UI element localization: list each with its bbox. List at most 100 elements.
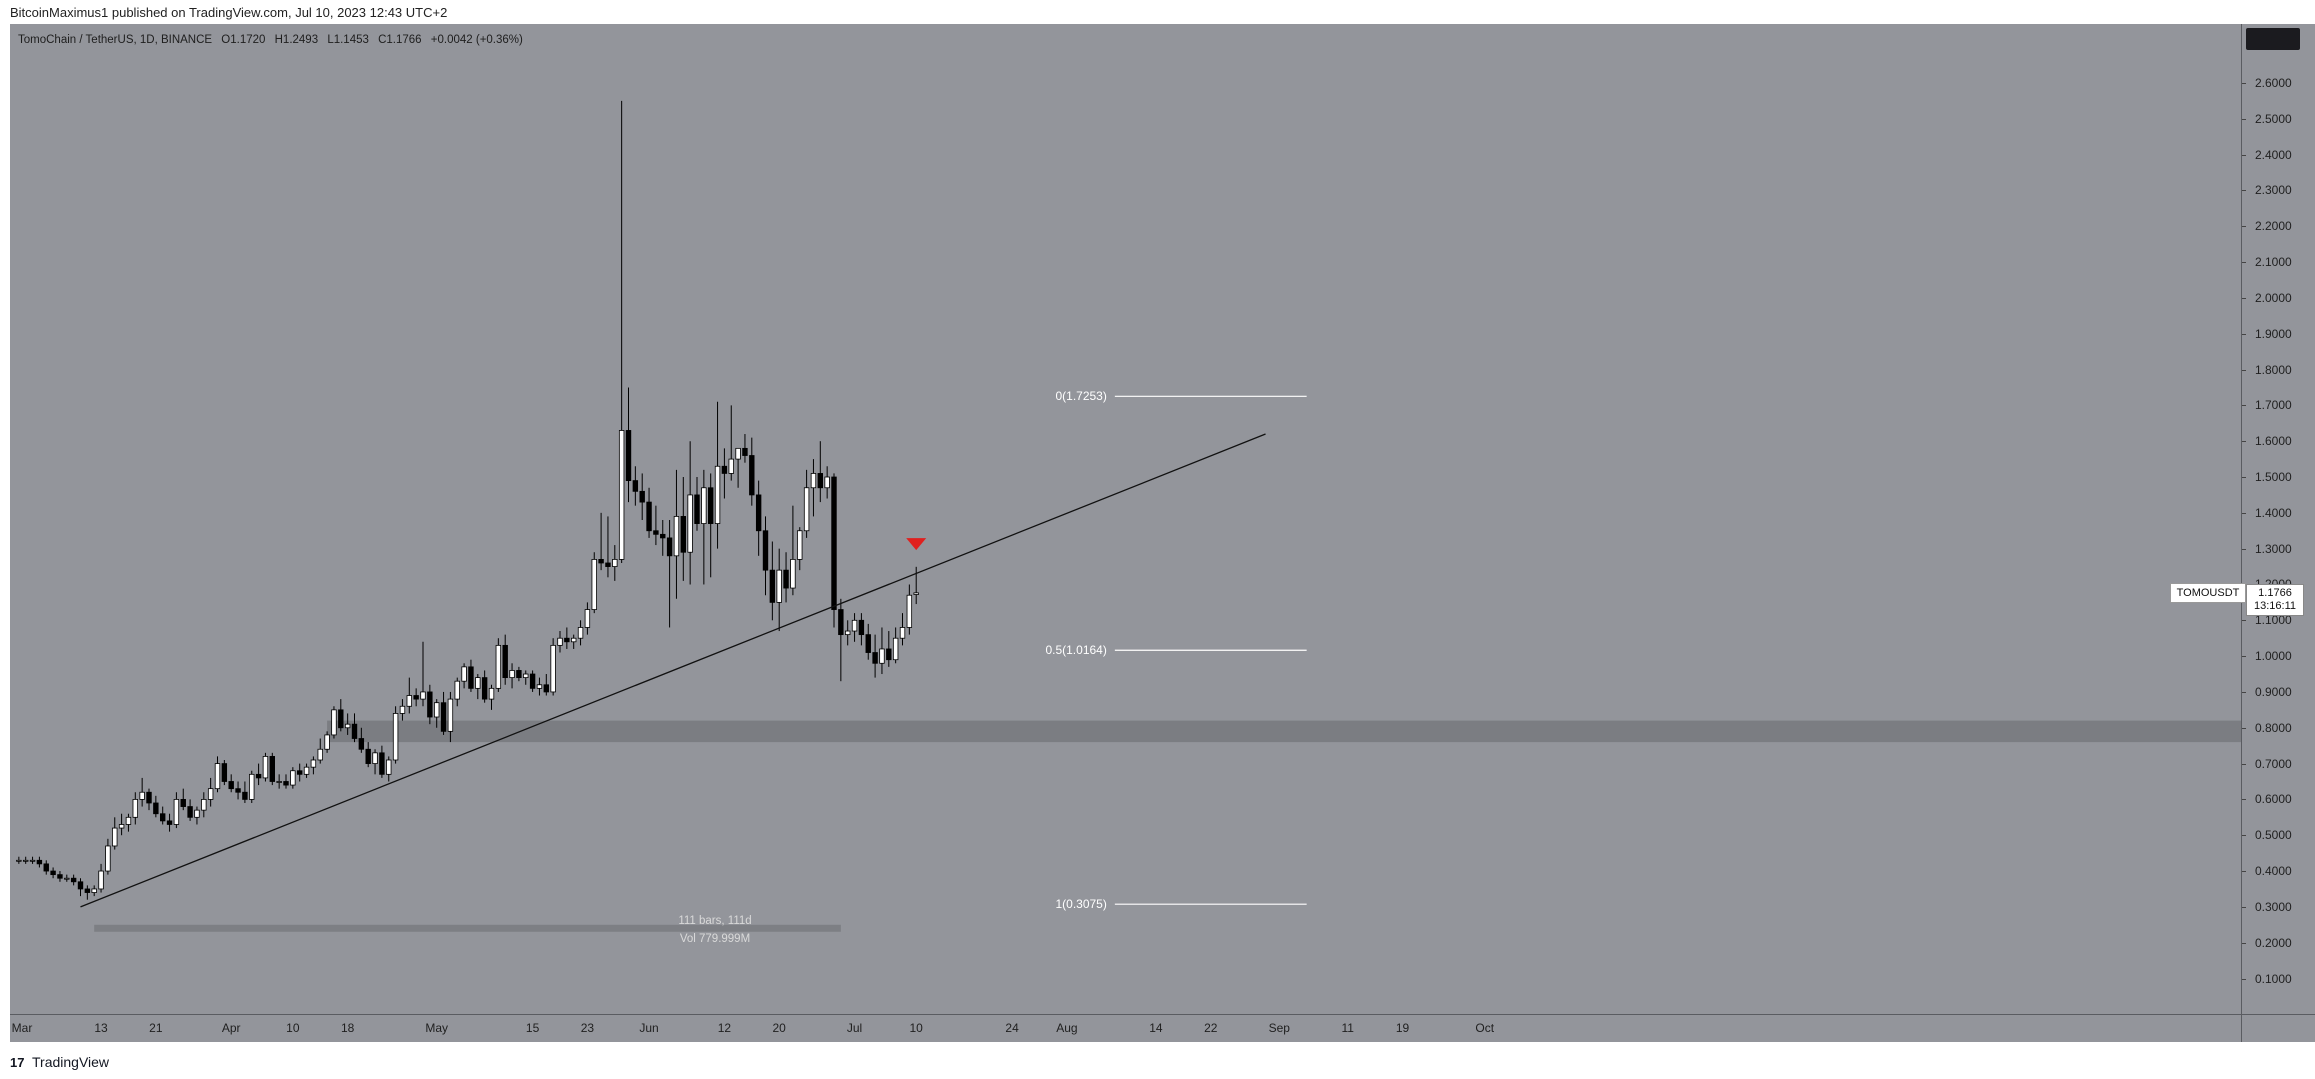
candle-body (317, 748, 323, 761)
candle-body (413, 695, 419, 700)
legend-open: O1.1720 (221, 34, 266, 46)
price-axis[interactable]: 2.6000 2.5000 2.4000 2.3000 2.2000 2.1000 2.00… (2241, 24, 2315, 1014)
candle-body (372, 752, 378, 764)
time-tick-label: 24 (1005, 1021, 1019, 1035)
chart-pane[interactable]: TomoChain / TetherUS, 1D, BINANCE O1.172… (10, 24, 2241, 1014)
time-tick-label: 10 (286, 1021, 300, 1035)
price-tick-label: 1.5000 (2242, 470, 2292, 484)
legend-symbol[interactable]: TomoChain / TetherUS, 1D, BINANCE (18, 34, 213, 46)
candle-body (283, 781, 289, 786)
candle-body (420, 691, 426, 700)
candle-body (612, 559, 618, 567)
candle-body (146, 791, 152, 804)
candle-body (680, 516, 686, 553)
candle-body (543, 684, 549, 693)
candle-body (755, 494, 762, 532)
candle-body (201, 799, 207, 811)
price-tick-label: 1.6000 (2242, 434, 2292, 448)
candle-body (36, 859, 43, 865)
candle-body (817, 473, 823, 489)
publisher-bar: BitcoinMaximus1 published on TradingView… (0, 0, 2315, 24)
candle-body (557, 637, 563, 646)
candle-body (139, 791, 145, 800)
candle-body (721, 465, 728, 474)
tradingview-logo-icon[interactable]: 17 (10, 1055, 25, 1070)
candle-body (845, 630, 851, 636)
candle-body (886, 648, 892, 661)
time-tick-label: Apr (221, 1021, 241, 1035)
legend-high: H1.2493 (274, 34, 319, 46)
candle-body (358, 738, 365, 750)
price-tick-label: 1.8000 (2242, 363, 2292, 377)
time-tick-label: 11 (1341, 1021, 1354, 1035)
price-tick-label: 2.0000 (2242, 291, 2292, 305)
time-tick-label: Jun (639, 1021, 659, 1035)
time-tick-label: Sep (1268, 1021, 1290, 1035)
candle-body (790, 559, 796, 589)
candle-body (351, 723, 358, 739)
time-tick-label: 14 (1149, 1021, 1163, 1035)
candle-body (433, 702, 440, 718)
candle-body (235, 788, 241, 793)
candle-body (653, 530, 659, 535)
support-zone (327, 720, 2241, 743)
candle-body (262, 756, 269, 779)
candle-body (22, 859, 29, 862)
price-tick-label: 1.1000 (2242, 613, 2292, 627)
candle-body (577, 627, 584, 639)
time-axis[interactable]: Mar 13 21 Apr 10 18 May 15 23 Jun 12 20 Jul 10 24 Aug 14… (10, 1014, 2241, 1043)
candle-body (509, 670, 515, 679)
price-tick-label: 2.3000 (2242, 183, 2292, 197)
candle-body (475, 677, 481, 689)
fib-level-0-label: 0(1.7253) (1055, 389, 1107, 404)
time-tick-label: 10 (909, 1021, 923, 1035)
candlestick-chart[interactable] (10, 24, 2241, 1014)
candle-body (646, 501, 652, 532)
price-axis-settings-button[interactable] (2246, 28, 2300, 50)
candle-body (701, 487, 707, 524)
price-tick-label: 2.4000 (2242, 148, 2292, 162)
measure-bars: 111 bars, 111d (678, 915, 752, 927)
price-tick-label: 1.0000 (2242, 649, 2292, 663)
last-price-label: 1.1766 13:16:11 (2246, 583, 2304, 616)
candle-body (872, 652, 878, 664)
candle-body (43, 863, 49, 872)
candle-body (187, 806, 193, 818)
candle-body (344, 723, 351, 729)
candle-body (783, 569, 789, 589)
candle-body (132, 799, 138, 818)
time-tick-label: 15 (525, 1021, 540, 1035)
candle-body (365, 748, 371, 764)
candle-body (762, 530, 769, 571)
candle-body (803, 487, 810, 532)
time-tick-label: 22 (1204, 1021, 1218, 1035)
candle-body (639, 490, 645, 503)
candle-body (536, 684, 543, 689)
candle-body (810, 473, 817, 489)
axis-corner (2241, 1014, 2315, 1043)
tradingview-brand[interactable]: TradingView (32, 1054, 110, 1070)
time-tick-label: Mar (11, 1021, 33, 1035)
candle-body (269, 756, 275, 782)
candle-body (838, 609, 844, 636)
candle-body (221, 763, 228, 782)
candle-body (98, 870, 104, 890)
time-tick-label: 12 (717, 1021, 732, 1035)
price-tick-label: 2.5000 (2242, 112, 2292, 126)
candle-body (324, 734, 330, 750)
candle-body (112, 827, 118, 847)
candle-body (625, 430, 632, 481)
symbol-legend: TomoChain / TetherUS, 1D, BINANCE O1.172… (18, 34, 529, 46)
candle-body (70, 877, 77, 883)
candle-body (84, 888, 91, 893)
candle-body (892, 637, 899, 661)
bar-countdown: 13:16:11 (2253, 599, 2296, 612)
time-tick-label: 23 (580, 1021, 595, 1035)
candle-body (249, 773, 255, 800)
measure-label: 111 bars, 111d Vol 779.999M (665, 912, 765, 948)
time-tick-label: 20 (772, 1021, 786, 1035)
price-tick-label: 0.6000 (2242, 792, 2292, 806)
price-tick-label: 0.2000 (2242, 936, 2292, 950)
candle-body (118, 824, 125, 829)
candle-body (338, 709, 344, 729)
